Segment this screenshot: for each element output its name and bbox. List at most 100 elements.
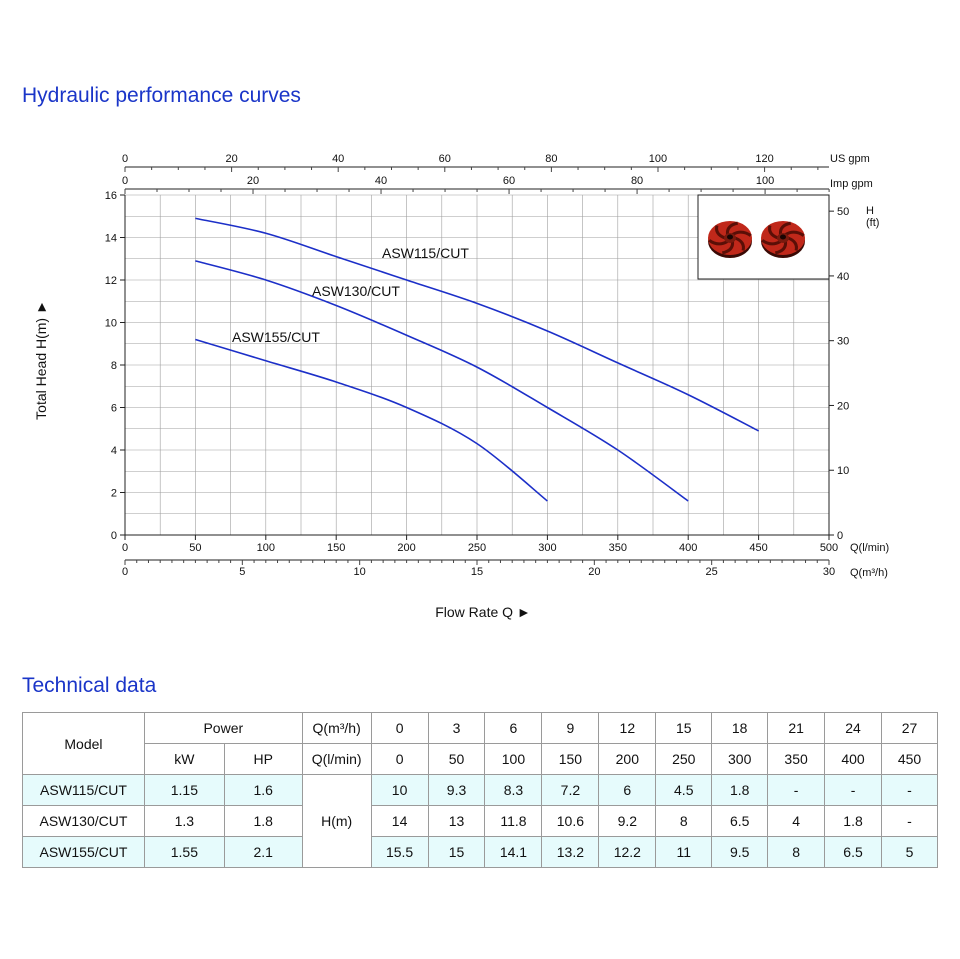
m3h-unit-label: Q(m³/h) xyxy=(850,567,888,579)
h-cell: 10.6 xyxy=(541,805,600,837)
m3h-tick-label: 5 xyxy=(239,566,245,578)
impgpm-tick-label: 100 xyxy=(756,175,774,187)
q-m3h-cell: 12 xyxy=(598,712,657,744)
x-tick-label: 350 xyxy=(609,542,627,554)
h-cell: 9.5 xyxy=(711,836,769,868)
kw-cell: 1.55 xyxy=(143,836,225,868)
x-tick-label: 0 xyxy=(122,542,128,554)
technical-title: Technical data xyxy=(22,674,157,697)
x-tick-label: 50 xyxy=(189,542,201,554)
hp-cell: 2.1 xyxy=(223,836,303,868)
h-cell: 1.8 xyxy=(824,805,882,837)
q-m3h-cell: 21 xyxy=(767,712,826,744)
q-lmin-cell: 250 xyxy=(655,743,713,775)
technical-data-table: Model Power Q(m³/h) 0 3 6 9 12 15 18 21 … xyxy=(22,712,939,868)
usgpm-unit-label: US gpm xyxy=(830,153,870,165)
h-cell: - xyxy=(767,774,826,806)
q-m3h-cell: 27 xyxy=(880,712,939,744)
h-cell: 8.3 xyxy=(484,774,543,806)
m3h-tick-label: 10 xyxy=(354,566,366,578)
impeller-vane xyxy=(778,221,792,235)
q-m3h-cell: 6 xyxy=(484,712,543,744)
impgpm-tick-label: 0 xyxy=(122,175,128,187)
x-tick-label: 300 xyxy=(538,542,556,554)
impeller-vane xyxy=(725,221,739,235)
x-tick-label: 150 xyxy=(327,542,345,554)
h-cell: 1.8 xyxy=(711,774,769,806)
usgpm-tick-label: 60 xyxy=(439,153,451,165)
right-unit-label: H xyxy=(866,205,874,217)
x-unit-label: Q(l/min) xyxy=(850,542,889,554)
h-cell: 11.8 xyxy=(484,805,543,837)
h-cell: 7.2 xyxy=(541,774,600,806)
h-cell: - xyxy=(880,774,939,806)
q-m3h-cell: 3 xyxy=(427,712,486,744)
q-lmin-cell: 50 xyxy=(427,743,486,775)
impeller-right xyxy=(761,221,805,258)
y-tick-label: 6 xyxy=(111,403,117,415)
h-cell: 13.2 xyxy=(541,836,600,868)
hp-header: HP xyxy=(223,743,303,775)
q-m3h-cell: 18 xyxy=(711,712,769,744)
q-m3h-cell: 0 xyxy=(370,712,429,744)
h-label: H(m) xyxy=(301,774,372,868)
q-lmin-cell: 150 xyxy=(541,743,600,775)
q-m3h-label: Q(m³/h) xyxy=(301,712,372,744)
x-tick-label: 200 xyxy=(397,542,415,554)
y-tick-label: 8 xyxy=(111,360,117,372)
impgpm-tick-label: 40 xyxy=(375,175,387,187)
table-row: ASW155/CUT 1.55 2.1 15.5 15 14.1 13.2 12… xyxy=(22,836,939,868)
x-tick-label: 400 xyxy=(679,542,697,554)
q-lmin-cell: 0 xyxy=(370,743,429,775)
table-header-row: Model Power Q(m³/h) 0 3 6 9 12 15 18 21 … xyxy=(22,712,939,775)
curve-asw115-cut xyxy=(195,217,759,432)
h-cell: 6 xyxy=(598,774,657,806)
impeller-vane xyxy=(784,230,805,237)
impeller-vane xyxy=(787,236,798,251)
kw-cell: 1.3 xyxy=(143,805,225,837)
h-cell: 15.5 xyxy=(370,836,429,868)
h-cell: 15 xyxy=(427,836,486,868)
h-cell: 4.5 xyxy=(655,774,713,806)
y-tick-label: 16 xyxy=(105,190,117,202)
y-tick-label: 4 xyxy=(111,445,117,457)
ft-tick-label: 0 xyxy=(837,530,843,542)
kw-header: kW xyxy=(143,743,225,775)
q-lmin-cell: 400 xyxy=(824,743,882,775)
usgpm-tick-label: 40 xyxy=(332,153,344,165)
h-cell: 13 xyxy=(427,805,486,837)
m3h-tick-label: 15 xyxy=(471,566,483,578)
series-label: ASW130/CUT xyxy=(312,283,400,299)
curve-asw155-cut xyxy=(195,338,548,502)
x-tick-label: 250 xyxy=(468,542,486,554)
usgpm-tick-label: 100 xyxy=(649,153,667,165)
h-cell: 14.1 xyxy=(484,836,543,868)
h-cell: - xyxy=(824,774,882,806)
impeller-vane xyxy=(774,241,788,255)
h-cell: 9.3 xyxy=(427,774,486,806)
h-cell: 6.5 xyxy=(711,805,769,837)
impeller-left xyxy=(708,221,752,258)
m3h-tick-label: 20 xyxy=(588,566,600,578)
performance-title: Hydraulic performance curves xyxy=(22,84,301,107)
model-cell: ASW155/CUT xyxy=(22,836,145,868)
ft-tick-label: 40 xyxy=(837,271,849,283)
x-tick-label: 450 xyxy=(749,542,767,554)
m3h-tick-label: 0 xyxy=(122,566,128,578)
ft-tick-label: 10 xyxy=(837,465,849,477)
q-lmin-cell: 450 xyxy=(880,743,939,775)
table-header-row: kW HP Q(l/min) 0 50 100 150 200 250 300 … xyxy=(23,743,939,775)
usgpm-tick-label: 80 xyxy=(545,153,557,165)
q-lmin-cell: 100 xyxy=(484,743,543,775)
y-tick-label: 2 xyxy=(111,488,117,500)
impgpm-tick-label: 80 xyxy=(631,175,643,187)
impeller-hub-hole xyxy=(780,234,786,240)
ft-tick-label: 20 xyxy=(837,400,849,412)
model-cell: ASW115/CUT xyxy=(22,774,145,806)
h-cell: 12.2 xyxy=(598,836,657,868)
model-header: Model xyxy=(22,712,145,775)
impeller-vane xyxy=(761,239,782,246)
table-row: ASW115/CUT 1.15 1.6 H(m) 10 9.3 8.3 7.2 … xyxy=(22,774,939,868)
impgpm-unit-label: Imp gpm xyxy=(830,178,873,190)
